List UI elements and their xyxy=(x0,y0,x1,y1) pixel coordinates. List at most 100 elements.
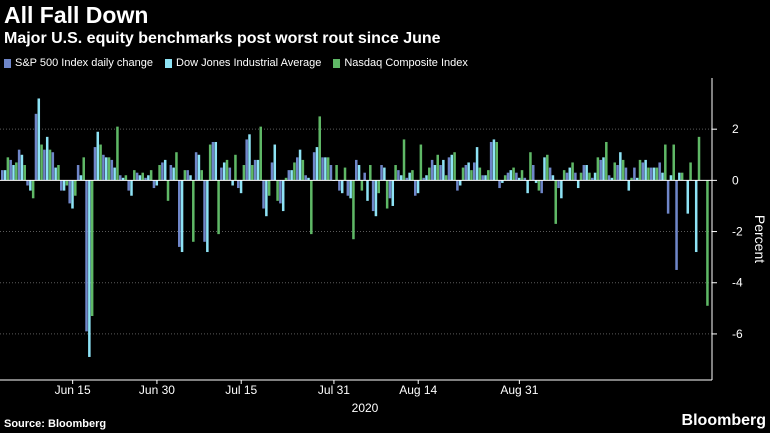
bar-nasdaq xyxy=(7,157,10,180)
bar-sp500 xyxy=(203,180,206,241)
bar-sp500 xyxy=(330,165,333,180)
bar-dow xyxy=(282,180,285,211)
bar-nasdaq xyxy=(116,127,119,181)
bar-sp500 xyxy=(271,162,274,180)
y-axis-title: Percent xyxy=(752,215,768,263)
bar-sp500 xyxy=(170,165,173,180)
bar-sp500 xyxy=(304,175,307,180)
bar-nasdaq xyxy=(184,170,187,180)
bar-nasdaq xyxy=(57,165,60,180)
bar-sp500 xyxy=(507,173,510,181)
bar-nasdaq xyxy=(479,168,482,181)
bar-nasdaq xyxy=(158,165,161,180)
bar-dow xyxy=(189,175,192,180)
bar-sp500 xyxy=(675,180,678,270)
bar-dow xyxy=(54,168,57,181)
bar-sp500 xyxy=(414,180,417,195)
bar-nasdaq xyxy=(133,170,136,180)
bar-nasdaq xyxy=(656,168,659,181)
y-tick-label: -2 xyxy=(732,225,743,239)
bar-nasdaq xyxy=(554,180,557,224)
bar-sp500 xyxy=(136,173,139,181)
bar-nasdaq xyxy=(23,165,26,180)
bar-nasdaq xyxy=(529,152,532,180)
bar-dow xyxy=(21,155,24,181)
bar-sp500 xyxy=(102,155,105,181)
bar-dow xyxy=(274,145,277,181)
bar-sp500 xyxy=(26,180,29,185)
bar-nasdaq xyxy=(335,165,338,180)
bar-sp500 xyxy=(557,180,560,188)
bar-nasdaq xyxy=(192,180,195,241)
bar-nasdaq xyxy=(91,180,94,316)
x-tick-label: Aug 31 xyxy=(500,383,538,397)
bar-nasdaq xyxy=(647,168,650,181)
bar-dow xyxy=(341,180,344,193)
source-note: Source: Bloomberg xyxy=(4,418,106,430)
bar-dow xyxy=(687,180,690,213)
bar-sp500 xyxy=(296,157,299,180)
bar-sp500 xyxy=(667,180,670,213)
bar-nasdaq xyxy=(125,175,128,180)
bar-dow xyxy=(46,137,49,181)
bar-nasdaq xyxy=(706,180,709,305)
bar-sp500 xyxy=(321,157,324,180)
bar-nasdaq xyxy=(226,160,229,180)
bar-nasdaq xyxy=(310,180,313,234)
bar-sp500 xyxy=(642,162,645,180)
bar-sp500 xyxy=(380,165,383,180)
bar-dow xyxy=(248,134,251,180)
x-tick-label: Jun 30 xyxy=(139,383,175,397)
bar-nasdaq xyxy=(82,157,85,180)
bar-dow xyxy=(366,180,369,200)
bar-sp500 xyxy=(633,168,636,181)
bar-dow xyxy=(164,160,167,180)
bar-sp500 xyxy=(178,180,181,247)
bar-sp500 xyxy=(119,175,122,180)
bar-sp500 xyxy=(254,160,257,180)
bar-nasdaq xyxy=(487,170,490,180)
bar-dow xyxy=(290,170,293,180)
bar-sp500 xyxy=(347,180,350,195)
bar-sp500 xyxy=(465,165,468,180)
x-axis-year-label: 2020 xyxy=(352,401,379,415)
bar-sp500 xyxy=(431,160,434,180)
bar-dow xyxy=(493,139,496,180)
bar-dow xyxy=(316,147,319,180)
bar-dow xyxy=(392,180,395,206)
bar-sp500 xyxy=(68,180,71,203)
bar-sp500 xyxy=(608,175,611,180)
bar-dow xyxy=(585,165,588,180)
bar-dow xyxy=(88,180,91,357)
bar-nasdaq xyxy=(512,168,515,181)
bar-dow xyxy=(63,180,66,190)
bar-sp500 xyxy=(355,160,358,180)
bar-dow xyxy=(29,180,32,190)
bar-nasdaq xyxy=(462,168,465,181)
bar-nasdaq xyxy=(411,170,414,180)
bar-sp500 xyxy=(52,152,55,180)
bar-sp500 xyxy=(372,180,375,211)
bar-sp500 xyxy=(397,170,400,180)
bar-sp500 xyxy=(35,114,38,181)
bar-sp500 xyxy=(532,165,535,180)
bar-nasdaq xyxy=(672,145,675,181)
bar-nasdaq xyxy=(605,142,608,180)
bar-sp500 xyxy=(279,180,282,203)
bar-nasdaq xyxy=(521,170,524,180)
bar-nasdaq xyxy=(571,162,574,180)
bar-dow xyxy=(451,155,454,181)
bar-nasdaq xyxy=(259,127,262,181)
bar-sp500 xyxy=(540,180,543,193)
bar-dow xyxy=(543,157,546,180)
bar-sp500 xyxy=(195,152,198,180)
bar-nasdaq xyxy=(209,145,212,181)
bar-nasdaq xyxy=(276,180,279,200)
bar-nasdaq xyxy=(622,160,625,180)
bar-sp500 xyxy=(94,147,97,180)
bar-sp500 xyxy=(566,173,569,181)
bar-nasdaq xyxy=(377,180,380,193)
bar-nasdaq xyxy=(234,155,237,181)
bar-sp500 xyxy=(515,173,518,181)
x-tick-label: Jun 15 xyxy=(55,383,91,397)
